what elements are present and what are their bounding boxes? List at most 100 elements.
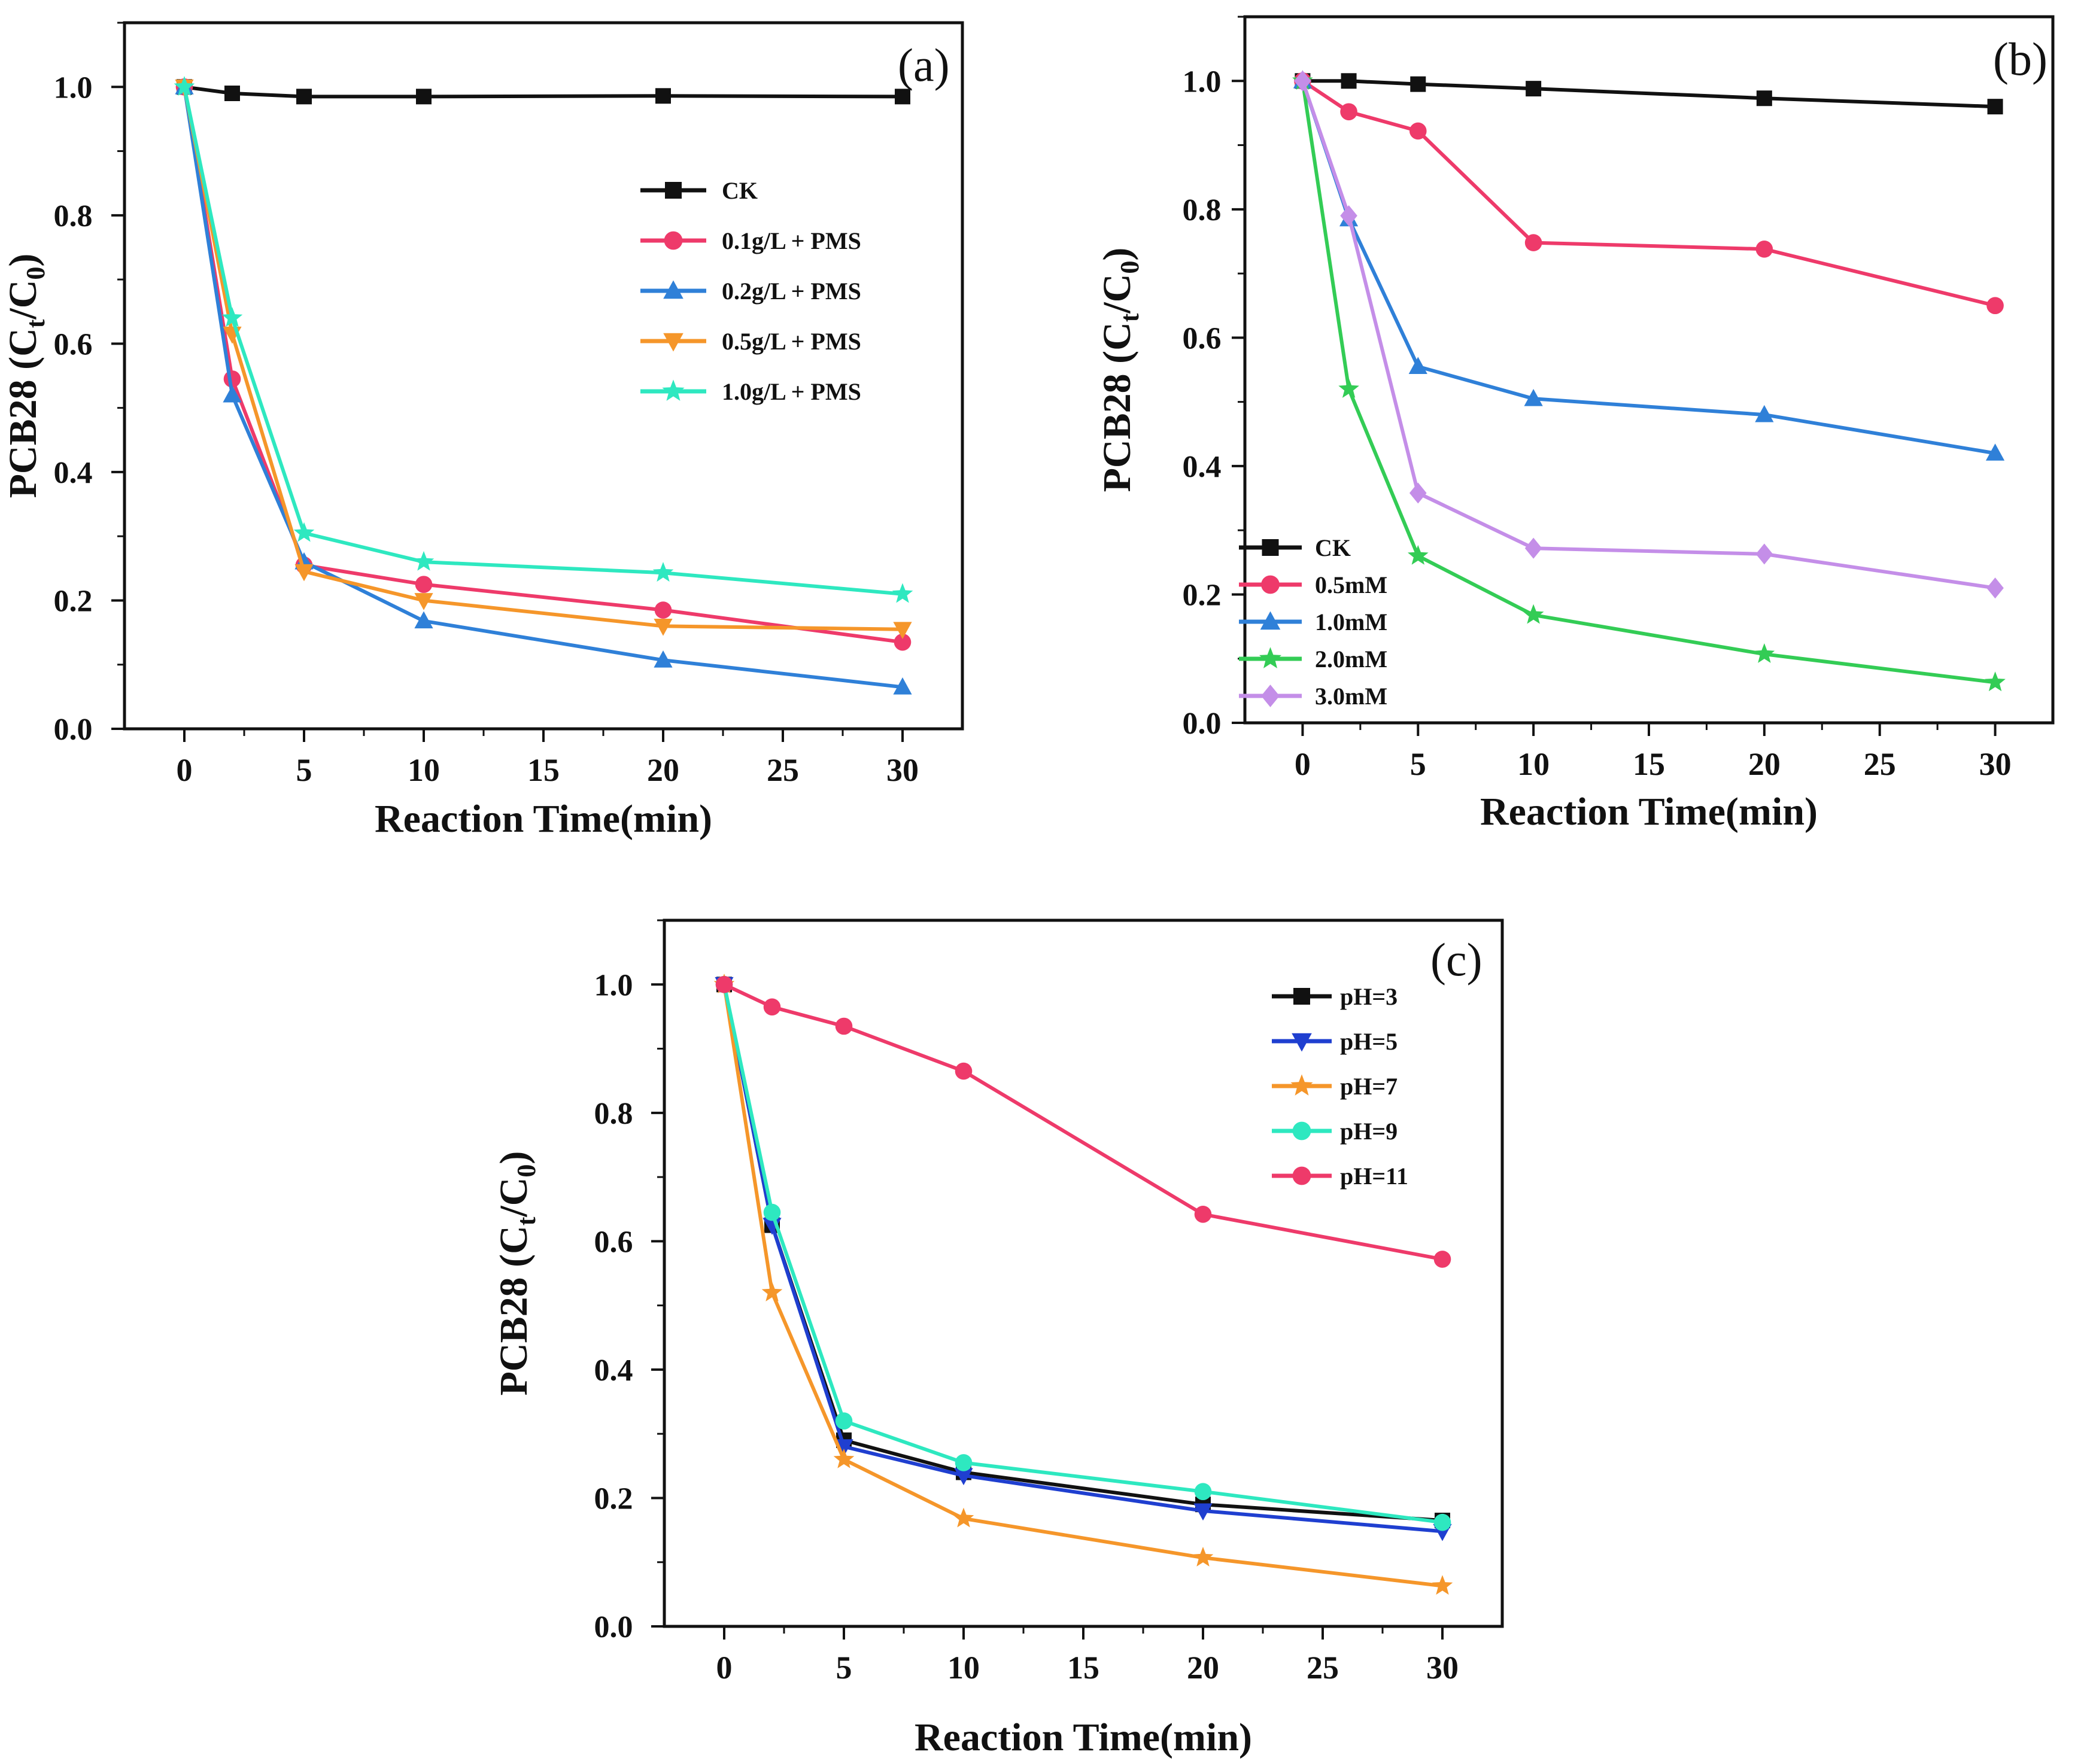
x-tick-label: 0	[1295, 746, 1311, 782]
x-tick-label: 25	[1864, 746, 1896, 782]
series-3.0mM	[1294, 70, 2004, 599]
series-line	[183, 86, 903, 689]
data-point	[955, 1062, 973, 1080]
legend-marker	[1261, 575, 1280, 594]
legend-marker	[1293, 988, 1310, 1005]
data-point	[1194, 1206, 1212, 1223]
series-line	[722, 984, 1443, 1534]
legend-label: pH=7	[1340, 1073, 1398, 1100]
data-point	[835, 1017, 853, 1035]
legend-label: 0.5g/L + PMS	[722, 328, 861, 355]
data-point	[414, 593, 433, 610]
series-line	[183, 86, 903, 596]
data-point	[654, 601, 672, 619]
series-pH=11	[715, 975, 1451, 1268]
x-tick-label: 20	[1187, 1650, 1219, 1686]
y-tick-label: 0.2	[54, 584, 93, 618]
data-point	[296, 89, 312, 105]
series-line	[1301, 80, 1996, 590]
data-point	[293, 522, 315, 542]
y-axis-label-part: PCB28 (C	[1095, 322, 1139, 492]
data-point	[893, 677, 912, 695]
data-point	[1985, 443, 2005, 461]
y-axis-label-part: /C	[1, 280, 45, 320]
data-point	[1985, 671, 2006, 692]
data-point	[416, 89, 432, 105]
series-line	[183, 86, 903, 644]
data-point	[892, 583, 913, 603]
x-tick-label: 10	[947, 1650, 980, 1686]
data-point	[652, 562, 674, 582]
data-point	[1433, 1251, 1451, 1268]
data-point	[763, 1203, 781, 1221]
data-point	[1756, 90, 1772, 107]
y-tick-label: 0.6	[1183, 321, 1222, 355]
series-1.0g/L + PMS	[174, 76, 913, 603]
data-point	[174, 76, 195, 96]
data-point	[1410, 76, 1426, 92]
y-axis-label-part: PCB28 (C	[492, 1225, 536, 1395]
y-axis-label: PCB28 (Ct/C0)	[1095, 248, 1144, 492]
legend-marker	[1261, 685, 1280, 707]
legend-label: 0.1g/L + PMS	[722, 227, 861, 254]
y-tick-label: 0.2	[594, 1482, 633, 1516]
y-axis-label: PCB28 (Ct/C0)	[492, 1151, 541, 1396]
legend-label: 0.5mM	[1315, 571, 1387, 598]
panel-label: (b)	[1993, 33, 2047, 85]
legend-label: 1.0mM	[1315, 609, 1387, 635]
y-tick-label: 0.8	[1183, 193, 1222, 227]
series-line	[1301, 79, 1996, 308]
y-tick-label: 0.8	[594, 1097, 633, 1131]
data-point	[953, 1507, 974, 1528]
y-tick-label: 0.0	[1183, 707, 1222, 741]
y-axis-label-part: )	[1, 254, 45, 267]
legend-label: 0.2g/L + PMS	[722, 278, 861, 305]
legend-marker	[1259, 647, 1282, 668]
data-point	[1294, 70, 1311, 92]
y-tick-label: 0.4	[54, 456, 93, 490]
panel-label: (a)	[898, 39, 950, 91]
x-tick-label: 5	[836, 1650, 852, 1686]
y-axis-label: PCB28 (Ct/C0)	[1, 254, 50, 498]
data-point	[1433, 1513, 1451, 1531]
data-point	[1192, 1547, 1214, 1567]
data-point	[1432, 1575, 1453, 1595]
x-tick-label: 30	[886, 752, 919, 788]
data-point	[1340, 103, 1357, 121]
legend-marker	[1292, 1033, 1312, 1052]
data-point	[1524, 234, 1542, 251]
series-line	[723, 983, 1443, 1261]
x-axis-label: Reaction Time(min)	[375, 797, 712, 841]
data-point	[654, 619, 673, 636]
series-line	[1301, 80, 1995, 685]
data-point	[414, 611, 433, 629]
data-point	[655, 88, 671, 104]
data-point	[1987, 99, 2003, 115]
y-axis-label-part: /C	[492, 1178, 536, 1218]
legend-label: CK	[722, 177, 758, 204]
legend-marker	[1290, 1074, 1313, 1096]
legend-label: 3.0mM	[1315, 683, 1387, 710]
panel-label: (c)	[1430, 933, 1483, 986]
data-point	[1524, 389, 1543, 406]
x-tick-label: 30	[1426, 1650, 1459, 1686]
y-tick-label: 0.6	[54, 327, 93, 361]
legend-marker	[1260, 611, 1281, 630]
y-axis-label-subscript: t	[1115, 313, 1144, 322]
data-point	[895, 89, 910, 105]
y-tick-label: 0.8	[54, 199, 93, 233]
data-point	[1986, 297, 2004, 315]
data-point	[1338, 378, 1359, 398]
y-axis-label-subscript: t	[512, 1216, 541, 1225]
y-tick-label: 1.0	[1183, 65, 1222, 99]
data-point	[1524, 537, 1542, 559]
y-tick-label: 0.2	[1183, 578, 1222, 612]
legend: CK 0.1g/L + PMS 0.2g/L + PMS 0.5g/L + PMS 1.…	[640, 177, 861, 405]
series-line	[722, 984, 1443, 1525]
y-axis-label-part: )	[492, 1151, 536, 1164]
series-line	[183, 86, 903, 631]
legend-label: pH=11	[1340, 1163, 1408, 1190]
y-tick-label: 0.6	[594, 1225, 633, 1259]
data-point	[894, 633, 912, 651]
